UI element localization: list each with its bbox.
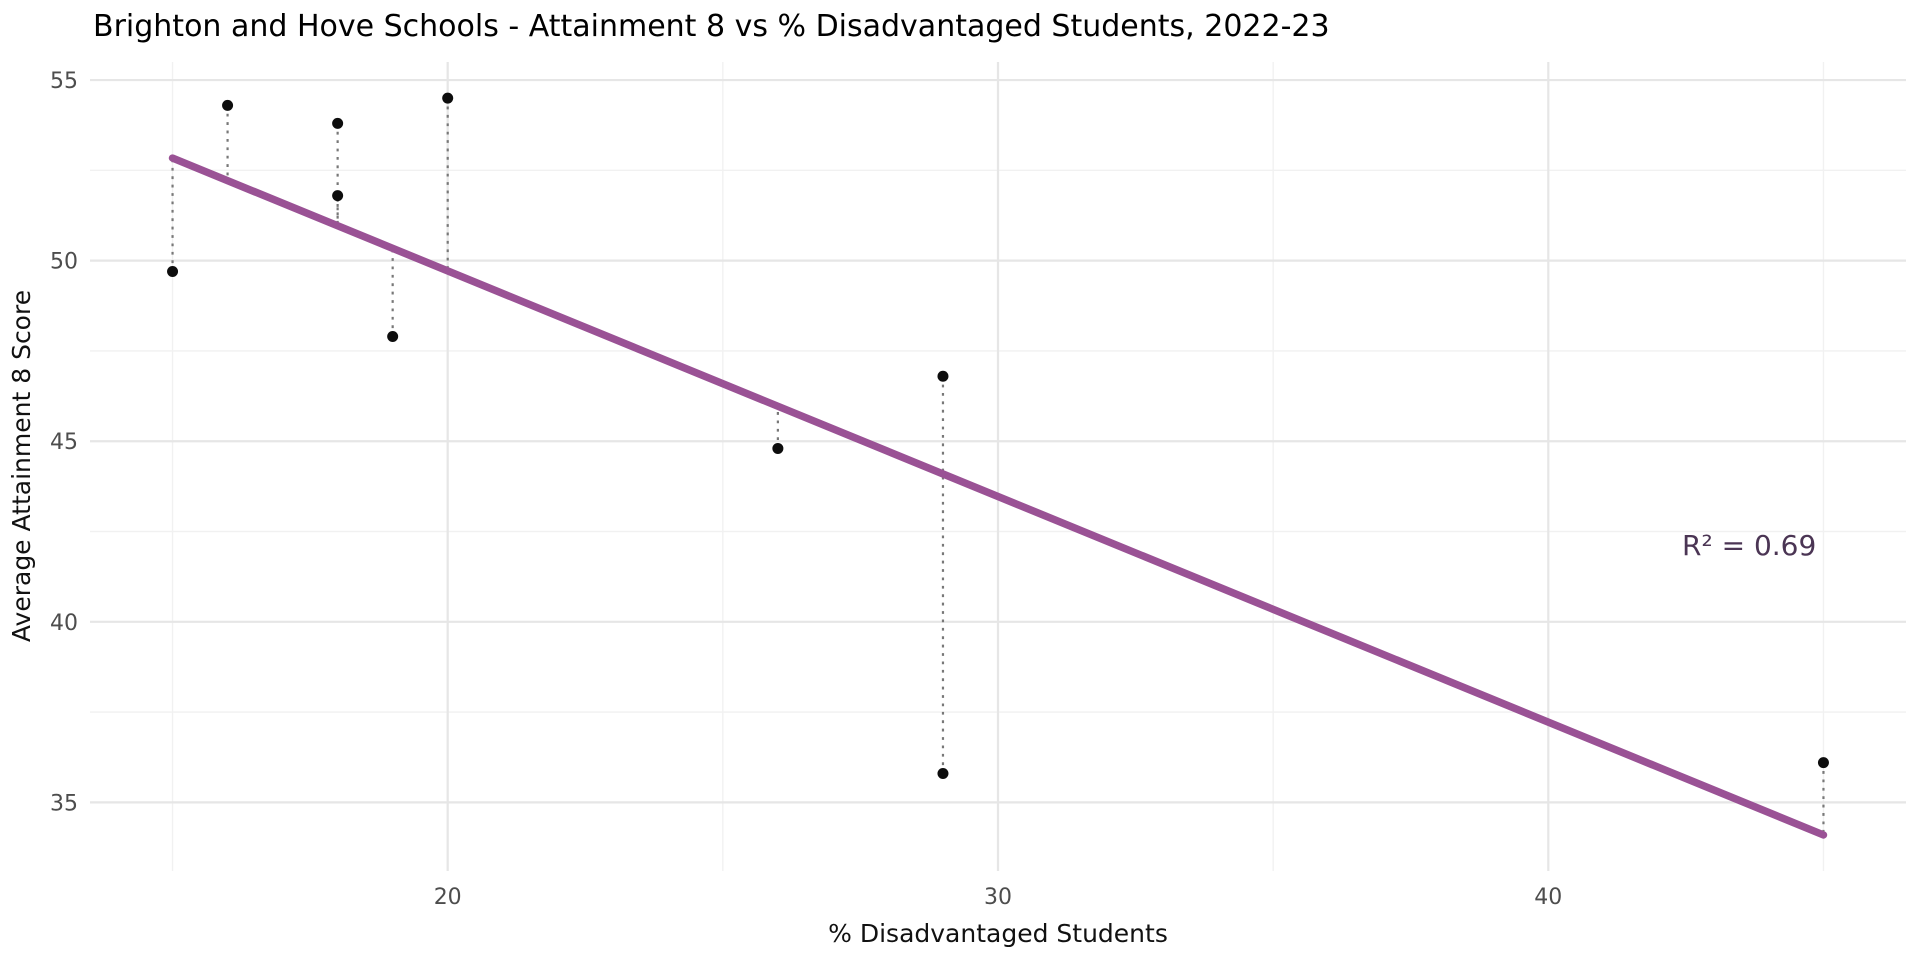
data-point (387, 330, 399, 342)
data-point (332, 117, 344, 129)
data-point (1817, 757, 1829, 769)
data-point (332, 190, 344, 202)
grid-major-layer (90, 62, 1906, 871)
points-layer (167, 92, 1829, 779)
x-tick-label: 30 (984, 885, 1012, 910)
y-tick-label: 50 (50, 250, 78, 275)
data-point (442, 92, 454, 104)
y-axis-label: Average Attainment 8 Score (7, 290, 36, 642)
data-point (167, 265, 179, 277)
r2-annotation: R² = 0.69 (1682, 529, 1816, 562)
x-tick-label: 40 (1534, 885, 1562, 910)
data-point (772, 442, 784, 454)
trend-line-layer (168, 154, 1828, 839)
trend-line (168, 154, 1828, 839)
tick-labels-layer: 20 30 40 35 40 45 50 55 (50, 69, 1562, 910)
y-tick-label: 55 (50, 69, 78, 94)
residuals-layer (171, 98, 1825, 835)
data-point (222, 99, 234, 111)
x-axis-label: % Disadvantaged Students (828, 919, 1168, 948)
data-point (937, 767, 949, 779)
y-tick-label: 40 (50, 611, 78, 636)
x-tick-label: 20 (434, 885, 462, 910)
data-point (937, 370, 949, 382)
chart-title: Brighton and Hove Schools - Attainment 8… (93, 9, 1330, 44)
y-tick-label: 45 (50, 430, 78, 455)
y-tick-label: 35 (50, 791, 78, 816)
